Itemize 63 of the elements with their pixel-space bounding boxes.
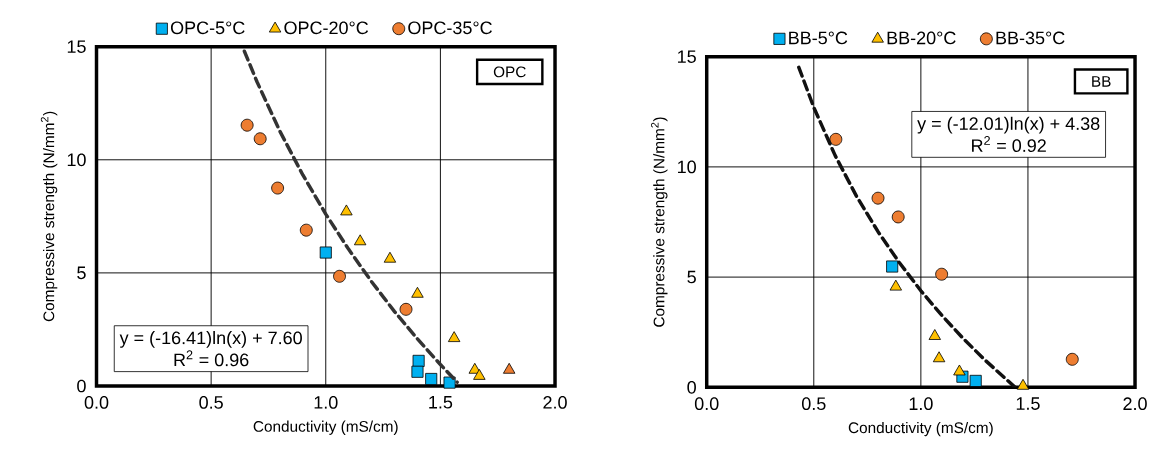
point <box>473 368 486 380</box>
annotation: R$^{2}$ = 0.92 <box>972 136 1046 152</box>
point <box>447 331 461 343</box>
point <box>1016 378 1030 390</box>
x-axis-title: Conductivity (mS/cm) <box>848 421 993 437</box>
point <box>319 246 332 259</box>
point <box>353 234 367 246</box>
point <box>299 223 313 237</box>
point <box>829 132 843 146</box>
x-tick-label: 0.5 <box>801 397 826 411</box>
point <box>871 191 885 205</box>
point <box>443 376 456 389</box>
annotation: BB <box>1092 76 1111 87</box>
y-tick-label: 0 <box>77 379 86 393</box>
y-tick-label: 0 <box>687 380 696 394</box>
point <box>253 132 267 146</box>
legend-label: BB-35°C <box>996 31 1065 45</box>
point <box>411 286 424 298</box>
point <box>240 118 254 132</box>
annotation: R$^{2}$ = 0.96 <box>174 350 249 367</box>
point <box>932 351 946 363</box>
y-tick-label: 10 <box>67 153 86 167</box>
y-tick-label: 10 <box>678 160 696 174</box>
x-tick-label: 2.0 <box>1123 397 1147 411</box>
y-axis-title: Compressive strength (N/mm$^{2}$) <box>40 111 58 322</box>
x-tick-label: 0.5 <box>199 396 223 409</box>
legend-label: OPC-5°C <box>170 21 245 35</box>
point <box>340 204 353 216</box>
point <box>953 364 966 376</box>
annotation: y = (-16.41)ln(x) + 7.60 <box>119 331 302 348</box>
point <box>333 269 346 283</box>
legend-label: BB-5°C <box>789 31 848 45</box>
point <box>1065 352 1079 366</box>
x-tick-label: 1.0 <box>909 397 933 411</box>
y-tick-label: 15 <box>678 50 696 63</box>
annotation: OPC <box>493 66 526 78</box>
point <box>412 354 425 367</box>
y-tick-label: 5 <box>687 270 696 284</box>
x-tick-label: 2.0 <box>543 396 567 409</box>
annotation: y = (-12.01)ln(x) + 4.38 <box>917 116 1100 134</box>
point <box>425 372 438 385</box>
point <box>891 210 905 224</box>
y-tick-label: 5 <box>77 266 86 280</box>
point <box>411 365 424 378</box>
x-tick-label: 0.0 <box>84 396 109 409</box>
point <box>935 267 949 281</box>
point <box>271 181 285 195</box>
legend-label: OPC-35°C <box>408 21 492 35</box>
x-tick-label: 1.5 <box>429 396 453 409</box>
y-axis-title: Compressive strength (N/mm$^{2}$) <box>651 117 668 327</box>
point <box>399 302 413 316</box>
x-axis-title: Conductivity (mS/cm) <box>253 420 398 435</box>
x-tick-label: 0.0 <box>694 397 719 411</box>
point <box>383 251 397 263</box>
point <box>928 329 941 340</box>
y-tick-label: 15 <box>67 40 86 53</box>
legend-label: BB-20°C <box>887 31 956 45</box>
x-tick-label: 1.5 <box>1016 397 1040 410</box>
point <box>969 374 982 387</box>
legend-label: OPC-20°C <box>284 21 369 35</box>
point <box>886 260 899 273</box>
x-tick-label: 1.0 <box>314 396 338 409</box>
point <box>889 279 902 291</box>
